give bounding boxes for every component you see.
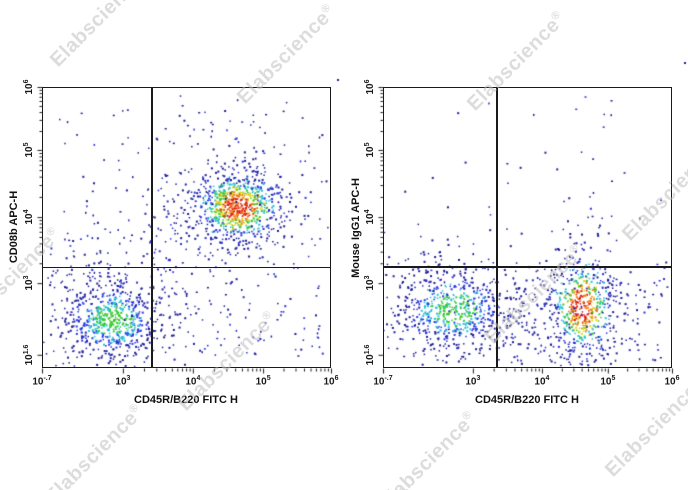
x-axis-label-right: CD45R/B220 FITC H <box>475 394 579 406</box>
y-tick-label-left-plot-4: 101.6 <box>22 344 36 366</box>
y-tick-label-right-plot-4: 101.6 <box>363 344 377 366</box>
y-tick-label-left-plot-1: 105 <box>22 142 36 158</box>
y-tick-label-left-plot-2: 104 <box>22 209 36 225</box>
plot-box-left-plot <box>42 87 331 368</box>
y-tick-label-right-plot-0: 106 <box>363 79 377 95</box>
quadrant-line-vertical-right-plot <box>496 87 498 368</box>
x-tick-label-left-plot-2: 104 <box>185 375 201 388</box>
x-tick-label-right-plot-4: 106 <box>664 375 680 388</box>
y-tick-label-right-plot-2: 104 <box>363 209 377 225</box>
x-tick-label-right-plot-2: 104 <box>534 375 550 388</box>
quadrant-line-horizontal-left-plot <box>42 266 331 269</box>
x-tick-label-right-plot-3: 105 <box>600 375 616 388</box>
plot-box-right-plot <box>383 87 672 368</box>
x-axis-label-left: CD45R/B220 FITC H <box>134 394 238 406</box>
x-tick-label-left-plot-4: 106 <box>323 375 339 388</box>
x-tick-label-left-plot-0: 10-.7 <box>32 375 52 388</box>
y-tick-label-left-plot-0: 106 <box>22 79 36 95</box>
y-tick-label-right-plot-1: 105 <box>363 142 377 158</box>
x-tick-label-left-plot-3: 105 <box>255 375 271 388</box>
y-axis-label-left: CD08b APC-H <box>8 190 20 264</box>
y-tick-label-right-plot-3: 103 <box>363 275 377 291</box>
quadrant-line-horizontal-right-plot <box>383 266 672 268</box>
quadrant-line-vertical-left-plot <box>151 87 153 368</box>
y-tick-label-left-plot-3: 103 <box>22 275 36 291</box>
x-tick-label-right-plot-0: 10-.7 <box>373 375 393 388</box>
y-axis-label-right: Mouse IgG1 APC-H <box>350 178 362 278</box>
x-tick-label-left-plot-1: 103 <box>115 375 131 388</box>
x-tick-label-right-plot-1: 103 <box>465 375 481 388</box>
